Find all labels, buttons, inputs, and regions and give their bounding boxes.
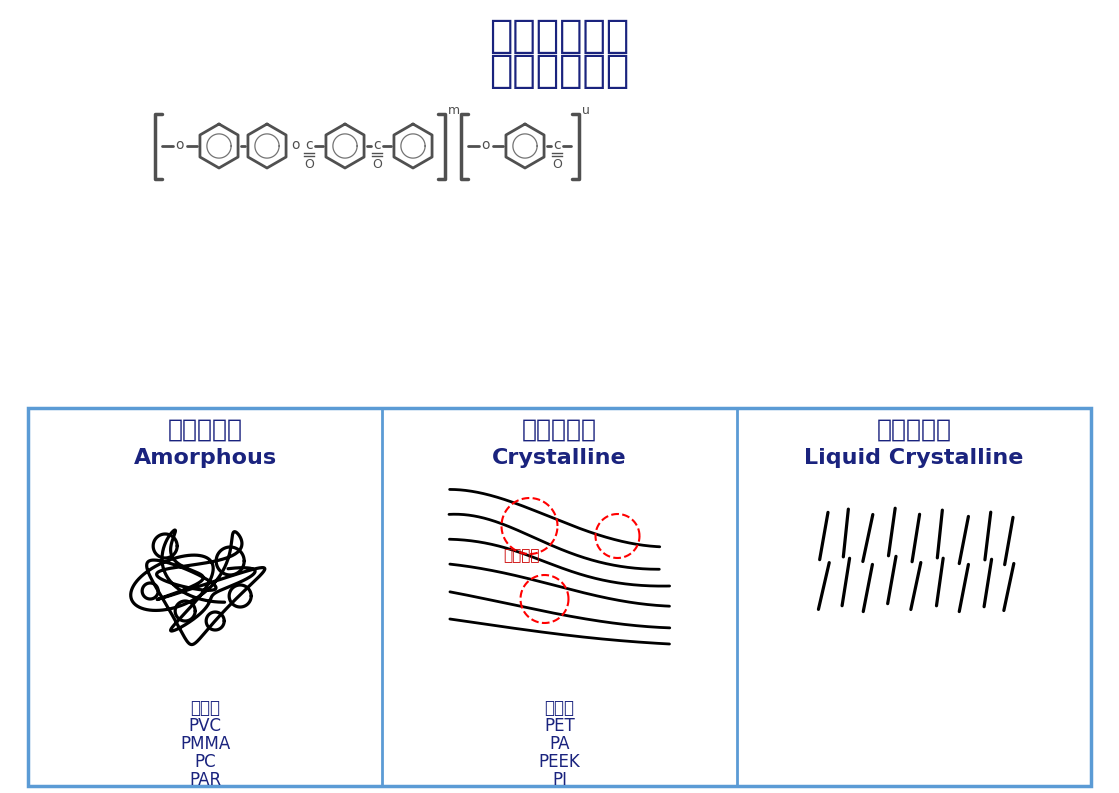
Text: c: c: [305, 138, 313, 152]
Text: 液晶聚合物: 液晶聚合物: [876, 418, 951, 442]
Text: 【例】: 【例】: [545, 699, 574, 717]
Text: PVC: PVC: [189, 717, 222, 735]
Text: Crystalline: Crystalline: [492, 448, 627, 468]
Text: c: c: [374, 138, 380, 152]
Text: o: o: [482, 138, 490, 152]
Text: PET: PET: [544, 717, 575, 735]
Text: PAR: PAR: [189, 771, 222, 789]
Text: c: c: [553, 138, 561, 152]
Text: o: o: [176, 138, 185, 152]
Text: o: o: [291, 138, 299, 152]
Text: O: O: [372, 159, 382, 171]
Text: O: O: [552, 159, 562, 171]
Text: 液晶膜構造式: 液晶膜構造式: [489, 52, 629, 90]
Text: PA: PA: [549, 735, 570, 753]
FancyBboxPatch shape: [28, 408, 1091, 786]
Text: O: O: [304, 159, 314, 171]
Text: PEEK: PEEK: [538, 753, 581, 771]
Text: 結晶性塑料: 結晶性塑料: [521, 418, 598, 442]
Text: PI: PI: [552, 771, 567, 789]
Text: PMMA: PMMA: [180, 735, 231, 753]
Text: m: m: [448, 104, 460, 117]
Text: Amorphous: Amorphous: [133, 448, 276, 468]
Text: PC: PC: [195, 753, 216, 771]
Text: Liquid Crystalline: Liquid Crystalline: [805, 448, 1024, 468]
Text: 超级工程塑料: 超级工程塑料: [489, 17, 629, 55]
Text: 非晶性塑料: 非晶性塑料: [168, 418, 243, 442]
Text: 【例】: 【例】: [190, 699, 220, 717]
Text: 結晶組織: 結晶組織: [504, 549, 539, 564]
Text: u: u: [582, 104, 590, 117]
